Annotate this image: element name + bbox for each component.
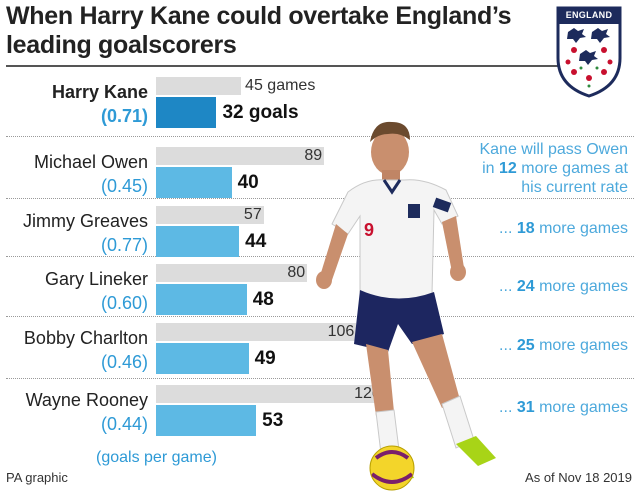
player-name: Jimmy Greaves [22,211,148,231]
goals-per-game-rate: (0.71) [100,106,148,126]
goals-bar [156,405,257,436]
player-name: Bobby Charlton [23,328,148,348]
note-line-2: in 12 more games at [479,159,628,178]
note-suffix: more games [534,337,628,354]
games-bar [156,77,242,95]
source-credit: PA graphic [6,470,68,485]
goals-bar [156,97,217,128]
player-name: Gary Lineker [44,269,148,289]
note-suffix: more games [534,278,628,295]
note-games-count: 12 [499,160,517,177]
date-stamp: As of Nov 18 2019 [525,470,632,485]
goals-label: 44 [245,231,267,252]
row-separator [6,256,634,257]
player-name: Harry Kane [51,82,148,102]
goals-bar [156,226,240,257]
note-line-1: Kane will pass Owen [479,141,628,158]
more-games-note: ... 31 more games [499,399,628,417]
title-line-2: leading goalscorers [6,31,237,59]
games-to-pass-count: 31 [516,399,535,416]
title-line-1: When Harry Kane could overtake England’s [6,2,512,30]
games-to-pass-count: 24 [516,278,535,295]
note-in-word: in [482,160,495,177]
more-games-note: ... 25 more games [499,337,628,355]
goals-label: 53 [262,410,284,431]
note-ellipsis: ... [499,220,517,237]
player-name: Michael Owen [33,152,148,172]
svg-text:9: 9 [364,220,374,240]
row-separator [6,136,634,137]
games-bar [156,147,325,165]
games-bar [156,206,264,224]
goals-per-game-rate: (0.46) [100,352,148,372]
goals-label: 49 [254,348,276,369]
badge-label: ENGLAND [565,10,613,20]
row-separator [6,378,634,379]
row-separator [6,316,634,317]
note-ellipsis: ... [499,337,517,354]
games-to-pass-count: 18 [516,220,535,237]
goals-per-game-rate: (0.60) [100,293,148,313]
more-games-note: ... 18 more games [499,220,628,238]
goals-label: 40 [237,172,259,193]
games-label: 57 [243,206,262,223]
more-games-note: ... 24 more games [499,278,628,296]
goals-label: 32 goals [222,102,299,123]
goals-per-game-rate: (0.44) [100,414,148,434]
games-bar [156,264,308,282]
games-bar [156,323,357,341]
title-rule [6,65,618,67]
games-label: 89 [304,147,323,164]
goals-bar [156,284,247,315]
kane-pass-owen-note: Kane will pass Owen in 12 more games at … [479,140,628,197]
note-line-3: his current rate [521,179,628,196]
games-bar [156,385,383,403]
goals-bar [156,167,232,198]
england-crest-icon [556,6,622,98]
goals-label: 48 [252,289,274,310]
footballer-figure: 9 [316,121,496,491]
goals-bar [156,343,249,374]
games-label: 45 games [245,77,316,94]
goals-per-game-rate: (0.77) [100,235,148,255]
note-suffix: more games [534,399,628,416]
goals-per-game-rate: (0.45) [100,176,148,196]
note-ellipsis: ... [499,399,517,416]
games-to-pass-count: 25 [516,337,535,354]
row-separator [6,198,634,199]
unit-label: (goals per game) [96,449,217,466]
games-label: 106 [327,323,355,340]
note-ellipsis: ... [499,278,517,295]
player-name: Wayne Rooney [25,390,148,410]
games-label: 80 [287,264,306,281]
note-post-text: more games at [521,160,628,177]
chart-title: When Harry Kane could overtake England’s… [6,2,512,60]
note-suffix: more games [534,220,628,237]
